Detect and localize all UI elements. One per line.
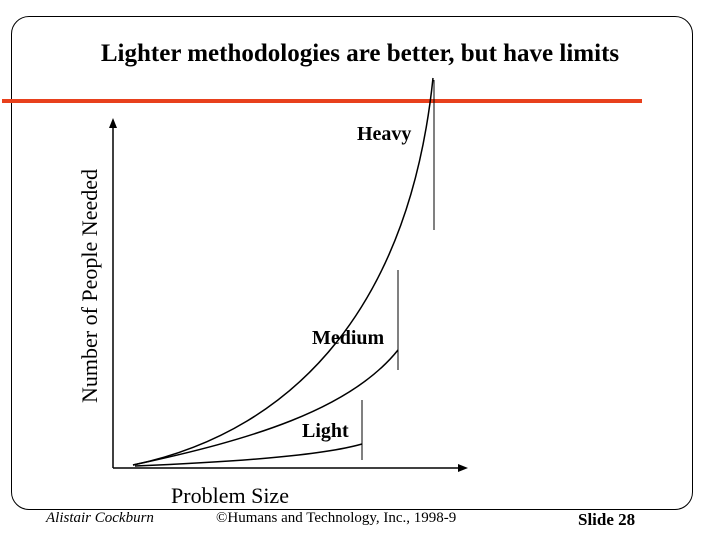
medium-label: Medium: [312, 327, 385, 349]
slide-title: Lighter methodologies are better, but ha…: [100, 40, 620, 67]
footer-author: Alistair Cockburn: [46, 510, 154, 526]
medium-curve: [132, 349, 399, 466]
slide-number: Slide 28: [578, 510, 636, 529]
x-axis-label: Problem Size: [171, 483, 289, 508]
heavy-label: Heavy: [357, 123, 411, 145]
slide-frame: [11, 16, 693, 510]
footer-copyright: ©Humans and Technology, Inc., 1998-9: [216, 510, 457, 526]
y-axis-label: Number of People Needed: [77, 169, 102, 403]
light-curve: [134, 443, 363, 467]
x-axis-arrow: [458, 464, 468, 472]
y-axis-arrow: [109, 118, 117, 128]
light-label: Light: [302, 420, 349, 442]
heavy-curve: [132, 77, 434, 466]
